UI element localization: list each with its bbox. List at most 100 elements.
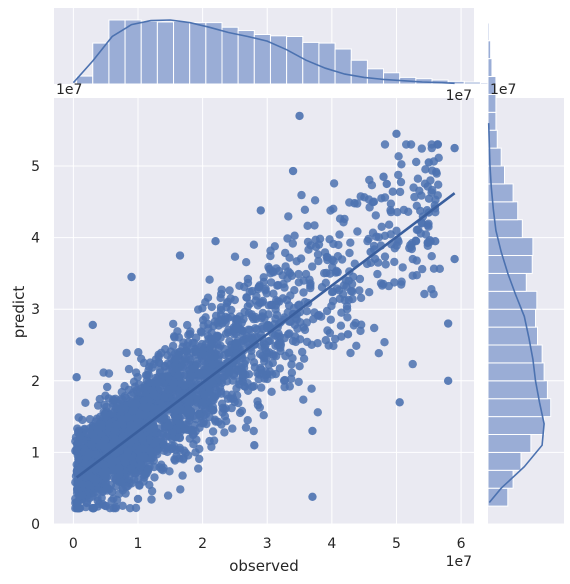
scatter-point (143, 371, 152, 380)
y-marginal-bar-1 (487, 469, 514, 489)
scatter-point (111, 502, 121, 511)
scatter-point (380, 338, 389, 347)
scatter-point (317, 312, 326, 321)
x-marginal-bar-19 (383, 72, 401, 85)
scatter-point (219, 372, 229, 381)
scatter-point (139, 358, 149, 368)
y-axis-label: predict (10, 286, 28, 339)
scatter-point (73, 480, 82, 489)
scatter-point (75, 432, 85, 441)
scatter-point (130, 468, 139, 478)
scatter-point (297, 190, 306, 200)
scatter-point (380, 252, 390, 261)
scatter-point (184, 451, 193, 460)
scatter-point (157, 348, 166, 357)
scatter-point (397, 277, 406, 286)
scatter-point (138, 434, 148, 444)
x-marginal-bar-10 (237, 30, 255, 85)
scatter-point (266, 269, 275, 278)
scatter-point (379, 279, 388, 289)
scatter-point (273, 281, 282, 290)
scatter-point (386, 207, 396, 217)
scatter-point (230, 252, 240, 261)
scatter-point (183, 320, 192, 330)
scatter-point (329, 179, 339, 188)
scatter-point (428, 185, 437, 195)
scatter-point (412, 157, 421, 167)
scatter-point (125, 504, 135, 513)
scatter-point (261, 340, 270, 350)
scatter-point (251, 312, 260, 322)
scatter-point (135, 481, 144, 490)
y-tick-label-3: 3 (31, 302, 40, 318)
scatter-point (272, 264, 281, 273)
scatter-point (417, 144, 426, 153)
scatter-point (332, 266, 341, 276)
scatter-point (152, 447, 161, 456)
x-tick-label-1: 1 (134, 536, 143, 552)
scatter-point (340, 214, 349, 224)
x-axis-offset-text: 1e7 (446, 554, 472, 570)
scatter-point (333, 252, 343, 261)
scatter-point (231, 322, 241, 331)
scatter-point (388, 187, 397, 196)
scatter-point (209, 436, 219, 445)
scatter-point (137, 460, 146, 469)
scatter-point (255, 298, 265, 308)
scatter-point-17 (256, 206, 265, 215)
x-marginal-bar-15 (318, 42, 336, 85)
scatter-point (191, 392, 201, 401)
scatter-point (253, 400, 263, 410)
scatter-point (407, 239, 417, 248)
scatter-point (238, 338, 248, 347)
scatter-point (261, 284, 270, 294)
scatter-point (249, 240, 259, 249)
scatter-point (298, 347, 307, 357)
scatter-point (295, 362, 304, 371)
scatter-point (300, 205, 310, 214)
scatter-point (371, 211, 380, 220)
scatter-point (363, 236, 372, 246)
scatter-point (373, 269, 382, 279)
y-marginal-histogram (487, 0, 552, 507)
scatter-point (408, 359, 417, 369)
scatter-point (241, 423, 251, 432)
x-marginal-bar-18 (366, 68, 385, 85)
y-marginal-bar-13 (487, 255, 533, 274)
scatter-point (232, 338, 241, 348)
scatter-point (250, 363, 260, 372)
scatter-point (103, 382, 112, 392)
scatter-point (275, 364, 285, 373)
scatter-point (435, 264, 444, 273)
scatter-point (186, 426, 195, 435)
scatter-point (418, 264, 427, 274)
scatter-point (294, 278, 303, 287)
scatter-point (296, 254, 306, 263)
scatter-point (372, 232, 381, 241)
y-marginal-bar-26 (487, 22, 490, 42)
scatter-point-28 (107, 487, 117, 496)
scatter-point (427, 285, 436, 294)
scatter-point (204, 381, 214, 390)
scatter-point (280, 382, 289, 392)
scatter-point (427, 252, 436, 261)
y-tick-label-0: 0 (31, 517, 40, 533)
scatter-point (390, 278, 399, 287)
scatter-point-1 (392, 129, 401, 138)
scatter-point (310, 196, 320, 205)
scatter-point (343, 313, 352, 322)
scatter-point (164, 421, 174, 430)
scatter-point (126, 421, 135, 430)
scatter-point (118, 501, 127, 510)
x-tick-label-0: 0 (69, 536, 78, 552)
scatter-point (264, 310, 273, 319)
scatter-point (348, 294, 357, 304)
scatter-point (112, 495, 122, 505)
y-marginal-bar-10 (487, 308, 537, 328)
scatter-point (290, 286, 299, 295)
scatter-point (397, 160, 406, 169)
scatter-point-5 (424, 158, 433, 167)
scatter-point (208, 406, 217, 415)
scatter-point (416, 229, 425, 238)
